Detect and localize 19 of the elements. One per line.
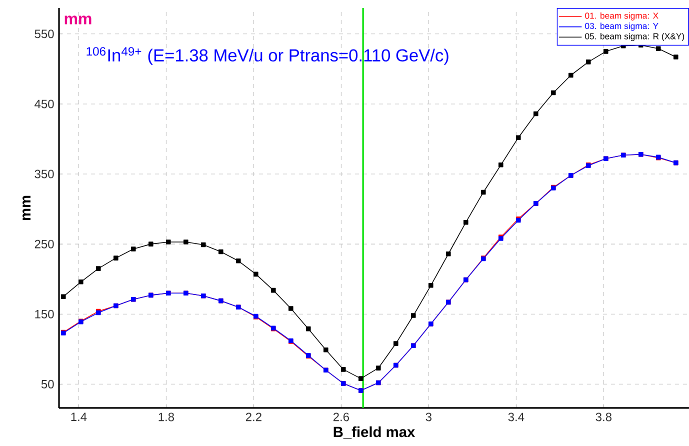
y-tick-label: 150 <box>35 310 54 318</box>
x-axis-title: B_field max <box>334 426 416 439</box>
legend-label: 05. beam sigma: R (X&Y) <box>585 32 684 42</box>
x-tick-label: 3.8 <box>596 412 612 422</box>
y-tick-label: 550 <box>34 30 54 38</box>
y-tick-label: 250 <box>34 240 54 248</box>
x-tick-label: 2.6 <box>333 412 350 422</box>
x-tick-label: 1.4 <box>71 412 87 421</box>
y-axis-title: mm <box>22 196 30 220</box>
y-tick-label: 350 <box>34 170 54 178</box>
legend-label: 01. beam sigma: X <box>585 12 658 20</box>
x-tick-label: 3 <box>426 412 432 422</box>
annotation: mm <box>64 16 92 24</box>
x-tick-label: 1.8 <box>158 412 174 422</box>
x-tick-label: 2.2 <box>246 412 262 422</box>
y-tick-label: 50 <box>41 380 54 388</box>
x-tick-label: 3.4 <box>508 412 524 422</box>
y-tick-label: 450 <box>34 100 54 108</box>
legend-label: 03. beam sigma: Y <box>585 22 658 31</box>
